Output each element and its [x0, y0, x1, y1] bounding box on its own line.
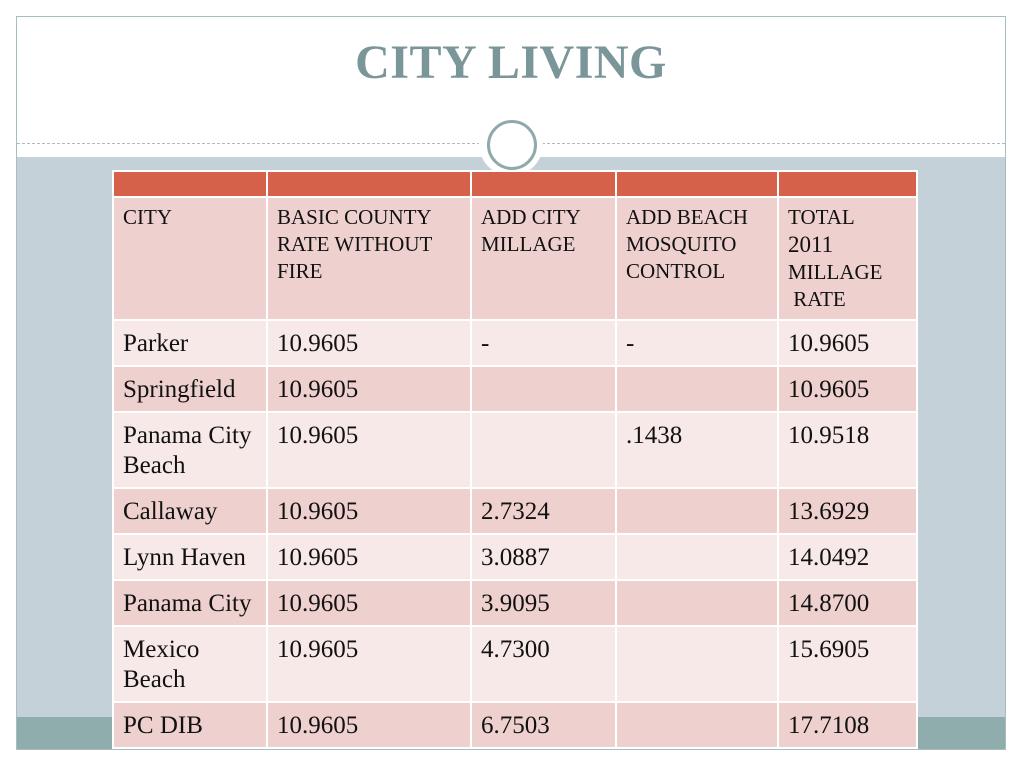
cell-mosquito: - — [615, 319, 779, 367]
cell-city: Callaway — [112, 487, 268, 535]
cell-city-millage: 3.0887 — [470, 533, 617, 581]
cell-mosquito: .1438 — [615, 411, 779, 489]
table-header-row: CITY BASIC COUNTY RATE WITHOUT FIRE ADD … — [112, 196, 918, 321]
table-row: Parker 10.9605 - - 10.9605 — [112, 319, 918, 367]
cell-basic: 10.9605 — [266, 625, 472, 703]
cell-city: Panama City Beach — [112, 411, 268, 489]
cell-city: Parker — [112, 319, 268, 367]
cell-total: 15.6905 — [777, 625, 918, 703]
millage-table: CITY BASIC COUNTY RATE WITHOUT FIRE ADD … — [112, 170, 918, 749]
slide-title: CITY LIVING — [355, 36, 667, 89]
table-row: Springfield 10.9605 10.9605 — [112, 365, 918, 413]
cell-total: 10.9605 — [777, 365, 918, 413]
cell-city-millage: 6.7503 — [470, 701, 617, 749]
cell-city-millage: 4.7300 — [470, 625, 617, 703]
header-add-city-millage: ADD CITY MILLAGE — [470, 196, 617, 321]
cell-city: Panama City — [112, 579, 268, 627]
header-add-beach-mosquito: ADD BEACH MOSQUITO CONTROL — [615, 196, 779, 321]
header-total-millage: TOTAL 2011 MILLAGE RATE — [777, 196, 918, 321]
circle-ring-icon — [487, 120, 537, 170]
cell-basic: 10.9605 — [266, 579, 472, 627]
cell-city-millage: - — [470, 319, 617, 367]
header-city: CITY — [112, 196, 268, 321]
table-row: PC DIB 10.9605 6.7503 17.7108 — [112, 701, 918, 749]
table-row: Panama City 10.9605 3.9095 14.8700 — [112, 579, 918, 627]
cell-city-millage — [470, 365, 617, 413]
cell-total: 17.7108 — [777, 701, 918, 749]
cell-total: 10.9605 — [777, 319, 918, 367]
cell-city-millage: 2.7324 — [470, 487, 617, 535]
cell-basic: 10.9605 — [266, 533, 472, 581]
table-accent-row — [112, 170, 918, 198]
cell-mosquito — [615, 533, 779, 581]
header-basic-county-rate: BASIC COUNTY RATE WITHOUT FIRE — [266, 196, 472, 321]
header-total-line2: 2011 — [788, 232, 834, 257]
header-total-line3: MILLAGE — [788, 260, 883, 284]
cell-mosquito — [615, 579, 779, 627]
header-total-line1: TOTAL — [788, 205, 855, 229]
accent-cell — [112, 170, 268, 198]
accent-cell — [266, 170, 472, 198]
table-row: Lynn Haven 10.9605 3.0887 14.0492 — [112, 533, 918, 581]
cell-basic: 10.9605 — [266, 319, 472, 367]
cell-total: 14.8700 — [777, 579, 918, 627]
cell-total: 14.0492 — [777, 533, 918, 581]
header-total-line4: RATE — [793, 287, 846, 311]
cell-city: PC DIB — [112, 701, 268, 749]
table-row: Panama City Beach 10.9605 .1438 10.9518 — [112, 411, 918, 489]
cell-total: 13.6929 — [777, 487, 918, 535]
cell-mosquito — [615, 487, 779, 535]
cell-city: Lynn Haven — [112, 533, 268, 581]
accent-cell — [470, 170, 617, 198]
cell-basic: 10.9605 — [266, 487, 472, 535]
cell-city-millage: 3.9095 — [470, 579, 617, 627]
table-row: Mexico Beach 10.9605 4.7300 15.6905 — [112, 625, 918, 703]
cell-mosquito — [615, 365, 779, 413]
accent-cell — [615, 170, 779, 198]
cell-city: Mexico Beach — [112, 625, 268, 703]
cell-mosquito — [615, 701, 779, 749]
cell-city-millage — [470, 411, 617, 489]
cell-basic: 10.9605 — [266, 701, 472, 749]
cell-basic: 10.9605 — [266, 411, 472, 489]
cell-mosquito — [615, 625, 779, 703]
cell-basic: 10.9605 — [266, 365, 472, 413]
cell-total: 10.9518 — [777, 411, 918, 489]
cell-city: Springfield — [112, 365, 268, 413]
accent-cell — [777, 170, 918, 198]
table-row: Callaway 10.9605 2.7324 13.6929 — [112, 487, 918, 535]
